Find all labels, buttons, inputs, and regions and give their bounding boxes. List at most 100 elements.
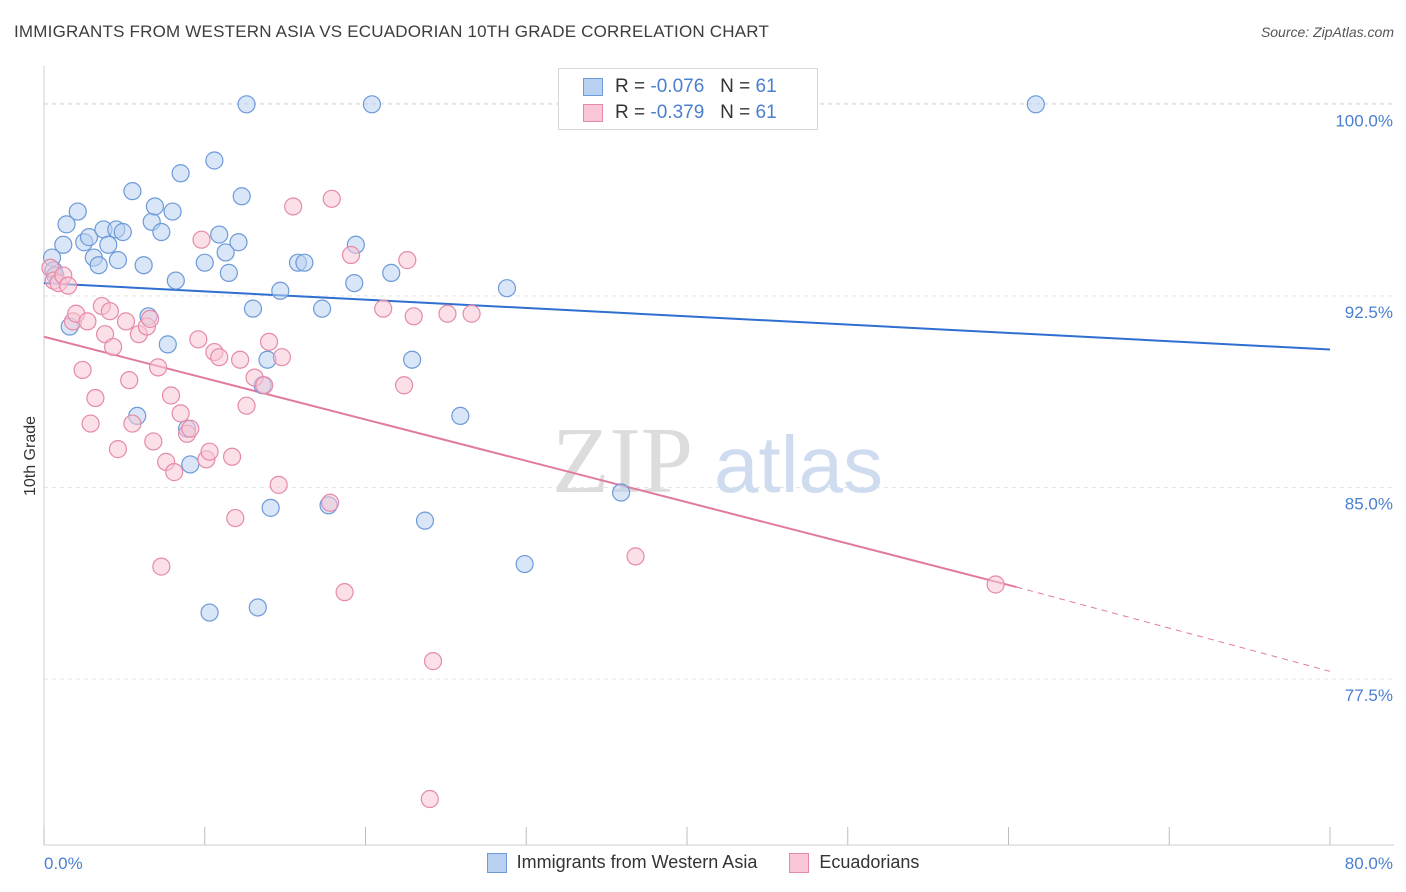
- point-western-asia: [295, 253, 314, 272]
- y-tick-label: 92.5%: [1345, 303, 1393, 322]
- point-western-asia: [166, 271, 185, 290]
- point-ecuadorians: [140, 309, 160, 328]
- point-ecuadorians: [269, 475, 288, 494]
- point-ecuadorians: [100, 302, 120, 321]
- point-ecuadorians: [161, 386, 181, 405]
- r-label: R =: [615, 76, 646, 97]
- point-ecuadorians: [95, 325, 115, 344]
- chart-title: IMMIGRANTS FROM WESTERN ASIA VS ECUADORI…: [14, 22, 770, 41]
- y-axis-label: 10th Grade: [22, 416, 39, 496]
- point-western-asia: [163, 202, 182, 221]
- y-tick-label: 100.0%: [1335, 111, 1393, 130]
- point-ecuadorians: [78, 312, 97, 331]
- point-western-asia: [382, 263, 401, 282]
- legend-label-western-asia: Immigrants from Western Asia: [516, 852, 758, 872]
- point-ecuadorians: [404, 307, 423, 326]
- watermark-atlas: atlas: [714, 420, 883, 509]
- point-ecuadorians: [438, 304, 457, 323]
- swatch-western-asia: [583, 78, 603, 96]
- point-western-asia: [181, 455, 200, 474]
- point-western-asia: [205, 151, 224, 170]
- point-ecuadorians: [165, 463, 184, 482]
- point-ecuadorians: [210, 348, 229, 367]
- point-ecuadorians: [259, 332, 279, 351]
- point-ecuadorians: [335, 583, 354, 602]
- n-label: N =: [720, 76, 751, 97]
- point-ecuadorians: [120, 371, 139, 390]
- point-western-asia: [1026, 95, 1045, 114]
- legend-swatch-ecuadorians: [789, 852, 810, 873]
- point-ecuadorians: [255, 376, 274, 395]
- point-western-asia: [210, 225, 229, 244]
- legend-swatch-western-asia: [486, 852, 507, 873]
- point-ecuadorians: [59, 276, 78, 295]
- point-ecuadorians: [420, 789, 439, 809]
- point-western-asia: [345, 273, 364, 293]
- point-western-asia: [219, 263, 238, 282]
- point-western-asia: [243, 299, 263, 318]
- point-ecuadorians: [123, 414, 142, 433]
- point-ecuadorians: [86, 388, 105, 408]
- point-western-asia: [271, 281, 290, 300]
- point-western-asia: [497, 279, 517, 298]
- point-ecuadorians: [73, 360, 92, 380]
- legend-item-ecuadorians[interactable]: Ecuadorians: [789, 852, 919, 873]
- swatch-ecuadorians: [583, 104, 603, 122]
- point-western-asia: [216, 243, 235, 262]
- point-western-asia: [54, 235, 73, 254]
- point-ecuadorians: [200, 442, 219, 461]
- point-ecuadorians: [321, 493, 340, 512]
- point-western-asia: [312, 299, 332, 318]
- point-ecuadorians: [462, 304, 481, 323]
- point-ecuadorians: [171, 404, 190, 423]
- r-label: R =: [615, 102, 646, 123]
- point-ecuadorians: [226, 508, 245, 528]
- point-ecuadorians: [149, 358, 168, 377]
- point-ecuadorians: [374, 299, 393, 318]
- x-tick-label: 80.0%: [1345, 854, 1393, 873]
- n-label: N =: [720, 102, 751, 123]
- y-tick-label: 77.5%: [1345, 686, 1393, 705]
- point-ecuadorians: [398, 251, 417, 270]
- trend-line-ecuadorians: [43, 335, 1017, 589]
- point-ecuadorians: [272, 348, 292, 367]
- r-value: -0.076: [650, 76, 705, 97]
- point-western-asia: [68, 202, 87, 221]
- point-western-asia: [57, 215, 76, 234]
- series-legend: Immigrants from Western Asia Ecuadorians: [0, 852, 1406, 873]
- trend-line-ecuadorians-extension: [1016, 586, 1331, 672]
- data-points: [41, 95, 1045, 809]
- trend-lines: [43, 282, 1331, 672]
- source-label: Source: ZipAtlas.com: [1260, 24, 1394, 40]
- point-western-asia: [152, 222, 171, 242]
- point-ecuadorians: [394, 376, 414, 395]
- point-western-asia: [611, 483, 631, 502]
- point-western-asia: [158, 335, 177, 354]
- point-ecuadorians: [237, 396, 256, 415]
- point-western-asia: [515, 554, 534, 574]
- r-value: -0.379: [650, 102, 705, 123]
- point-western-asia: [99, 235, 118, 254]
- axes: [43, 66, 1394, 846]
- legend-label-ecuadorians: Ecuadorians: [819, 852, 920, 872]
- point-ecuadorians: [322, 189, 341, 208]
- watermark: ZIP atlas: [552, 409, 883, 513]
- point-ecuadorians: [116, 312, 136, 331]
- point-ecuadorians: [104, 337, 123, 357]
- point-ecuadorians: [81, 414, 100, 433]
- point-western-asia: [403, 350, 422, 369]
- point-western-asia: [362, 95, 382, 114]
- point-western-asia: [200, 603, 219, 622]
- point-western-asia: [451, 406, 470, 426]
- legend-item-western-asia[interactable]: Immigrants from Western Asia: [486, 852, 758, 873]
- point-western-asia: [261, 498, 280, 517]
- point-western-asia: [195, 253, 214, 272]
- tick-labels: 77.5% 85.0% 92.5% 100.0% 0.0% 80.0% 10th Grade: [22, 111, 1393, 873]
- point-western-asia: [145, 197, 165, 216]
- point-western-asia: [248, 598, 267, 617]
- point-western-asia: [89, 256, 108, 275]
- stats-legend: R = -0.076 N = 61 R = -0.379 N = 61: [558, 68, 818, 130]
- x-tick-label: 0.0%: [44, 854, 83, 873]
- point-ecuadorians: [222, 447, 242, 466]
